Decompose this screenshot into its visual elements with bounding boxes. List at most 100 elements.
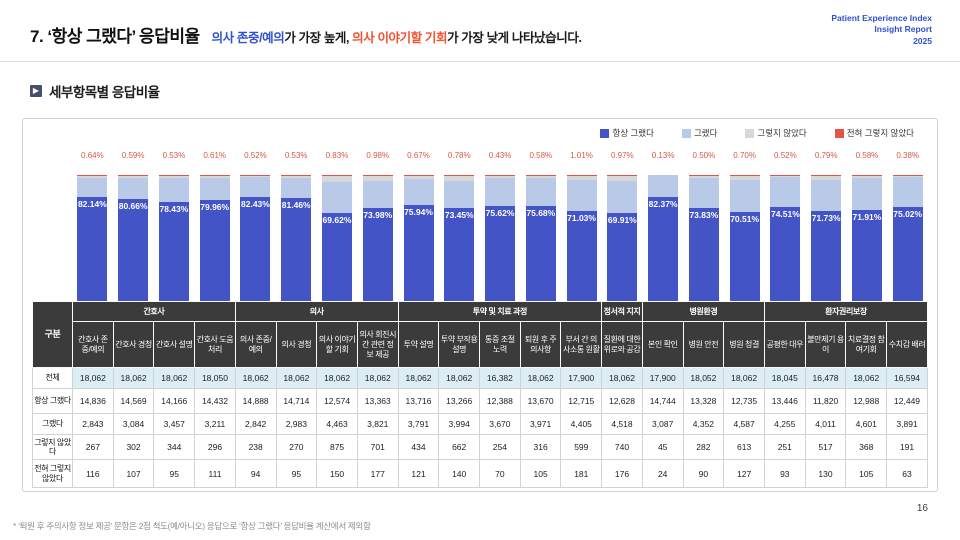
- bar-always-pct-label: 71.91%: [852, 212, 882, 223]
- value-cell: 3,994: [438, 413, 481, 435]
- table-row-never: 전혀 그렇지 않았다 116 107 95 111 94 95 150 177 121 140 70 1…: [32, 459, 928, 488]
- value-cell: 18,045: [763, 367, 806, 389]
- value-cell: 4,255: [763, 413, 806, 435]
- bar-segment-no: [403, 175, 434, 179]
- bar-segment-always: 75.62%: [485, 205, 516, 301]
- table-group-header: 정서적 지지: [601, 301, 643, 322]
- bar-never-pct-label: 0.98%: [366, 151, 390, 160]
- bar-never-pct-label: 0.52%: [774, 151, 797, 160]
- section-title: 세부항목별 응답비율: [49, 85, 160, 100]
- value-cell: 344: [153, 434, 196, 460]
- value-cell: 13,328: [682, 388, 725, 414]
- bar-segment-never: [77, 175, 108, 176]
- bar-cell: 0.53% 81.46%: [276, 143, 317, 301]
- bar-segment-always: 75.94%: [403, 205, 434, 301]
- bar-segment-never: [321, 175, 352, 176]
- bar-cell: 0.50% 73.83%: [683, 143, 724, 301]
- bar-always-pct-label: 75.68%: [526, 207, 556, 218]
- bar-segment-never: [811, 175, 842, 176]
- value-cell: 11,820: [804, 388, 847, 414]
- value-cell: 13,446: [763, 388, 806, 414]
- bar-segment-yes: [729, 180, 760, 213]
- bar-never-pct-label: 0.52%: [244, 151, 267, 160]
- value-cell: 18,062: [234, 367, 277, 389]
- bar-segment-always: 71.03%: [566, 211, 597, 301]
- value-cell: 24: [641, 459, 684, 488]
- legend-item: 항상 그랬다: [600, 127, 654, 139]
- slide-header: 7. ‘항상 그랬다’ 응답비율 의사 존중/예의가 가장 높게, 의사 이야기…: [0, 0, 960, 62]
- bar-always-pct-label: 71.03%: [567, 213, 596, 224]
- bar-segment-always: 69.91%: [607, 212, 638, 301]
- report-line: Insight Report: [874, 24, 932, 35]
- bar-segment-never: [729, 175, 760, 176]
- bar-never-pct-label: 0.43%: [488, 151, 512, 160]
- detail-table: 구분 간호사 의사 투약 및 치료 과정 정서적 지지 병원환경 환자권리보장 간호사 존중/…: [32, 301, 929, 488]
- value-cell: 4,587: [723, 413, 765, 435]
- bar-never-pct-label: 0.53%: [162, 151, 186, 160]
- bar-cell: 0.59% 80.66%: [113, 143, 154, 301]
- bar-cell: 0.38% 75.02%: [887, 143, 928, 301]
- bar-never-pct-label: 0.50%: [692, 151, 716, 160]
- stacked-bar: 69.62%: [321, 175, 352, 301]
- legend-label: 항상 그랬다: [612, 128, 654, 138]
- stacked-bar: 70.51%: [729, 175, 760, 301]
- value-cell: 93: [763, 459, 806, 488]
- value-cell: 16,478: [804, 367, 847, 389]
- chart-card: 항상 그랬다 그랬다 그렇지 않았다 전혀 그렇지 않았다 0.64% 82.14% 0.…: [22, 118, 938, 492]
- bar-segment-no: [485, 175, 516, 178]
- bar-segment-no: [811, 176, 842, 180]
- table-group-header: 병원환경: [641, 301, 765, 322]
- value-cell: 3,891: [886, 413, 928, 435]
- value-cell: 111: [194, 459, 236, 488]
- bar-segment-no: [281, 175, 312, 178]
- table-item-header: 질환에 대한 위로와 공감: [601, 321, 643, 368]
- table-group-header: 환자권리보장: [763, 301, 929, 322]
- value-cell: 12,715: [560, 388, 603, 414]
- subtitle-part: 의사 이야기할 기회: [352, 31, 448, 45]
- table-group-header: 간호사: [72, 301, 236, 322]
- bar-segment-yes: [240, 177, 271, 198]
- value-cell: 45: [641, 434, 684, 460]
- value-cell: 4,405: [560, 413, 603, 435]
- report-line: 2025: [913, 35, 932, 46]
- bar-segment-always: 82.14%: [77, 197, 108, 301]
- bar-segment-yes: [199, 177, 230, 201]
- value-cell: 3,670: [479, 413, 521, 435]
- value-cell: 14,714: [275, 388, 318, 414]
- value-cell: 740: [601, 434, 643, 460]
- value-cell: 18,062: [438, 367, 481, 389]
- legend-item: 그렇지 않았다: [745, 127, 807, 139]
- stacked-bar: 78.43%: [158, 175, 189, 301]
- bar-segment-yes: [362, 181, 393, 208]
- bar-cell: 0.52% 82.43%: [235, 143, 276, 301]
- bar-segment-never: [403, 175, 434, 176]
- bar-segment-always: 73.98%: [362, 207, 393, 301]
- value-cell: 14,569: [112, 388, 155, 414]
- footnote: * ‘퇴원 후 주의사항 정보 제공’ 문항은 2점 척도(예/아니오) 응답으…: [13, 521, 371, 531]
- value-cell: 599: [560, 434, 603, 460]
- table-item-header: 간호사 설명: [153, 321, 196, 368]
- value-cell: 13,670: [519, 388, 562, 414]
- stacked-bar: 79.96%: [199, 175, 230, 301]
- bar-segment-never: [118, 175, 149, 176]
- value-cell: 12,574: [316, 388, 358, 414]
- value-cell: 18,062: [356, 367, 399, 389]
- subtitle-part: 가 가장 높게,: [284, 31, 353, 45]
- report-badge: Patient Experience Index Insight Report 20…: [831, 13, 932, 47]
- report-line: Patient Experience Index: [831, 13, 932, 23]
- page-subtitle: 의사 존중/예의가 가장 높게, 의사 이야기할 기회가 가장 낮게 나타났습니…: [212, 27, 582, 46]
- bar-cell: 0.43% 75.62%: [480, 143, 521, 301]
- stacked-bar: 75.94%: [403, 175, 434, 301]
- bar-segment-always: 69.62%: [321, 213, 352, 301]
- bar-segment-never: [485, 175, 516, 176]
- bar-segment-never: [607, 175, 638, 177]
- table-row-total: 전체 18,062 18,062 18,062 18,050 18,062 18,062 18…: [32, 367, 928, 389]
- table-item-header: 부서 간 의사소통 원활: [560, 321, 603, 368]
- value-cell: 18,062: [845, 367, 888, 389]
- bar-cell: 0.64% 82.14%: [72, 143, 113, 301]
- value-cell: 95: [275, 459, 318, 488]
- value-cell: 3,211: [194, 413, 236, 435]
- bar-segment-no: [851, 175, 882, 179]
- chart-legend: 항상 그랬다 그랬다 그렇지 않았다 전혀 그렇지 않았다: [32, 125, 928, 141]
- bar-never-pct-label: 0.58%: [855, 151, 879, 160]
